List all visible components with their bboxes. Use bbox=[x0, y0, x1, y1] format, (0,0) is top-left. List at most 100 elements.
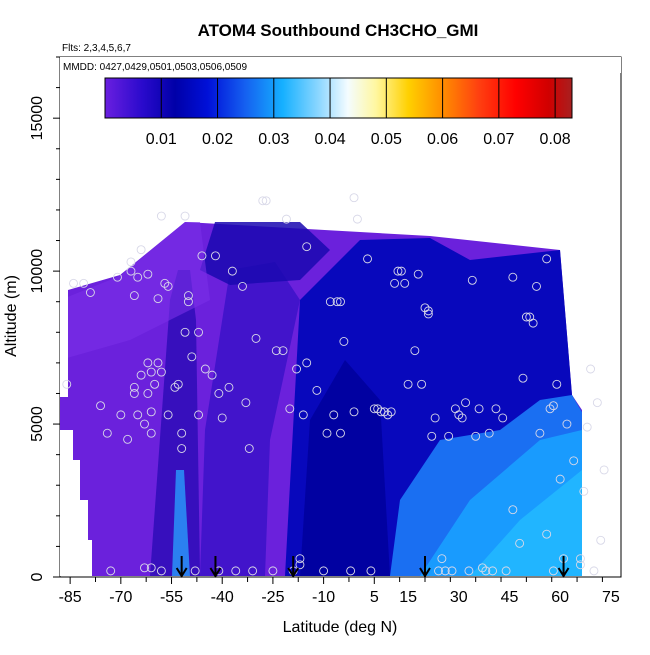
observation-point bbox=[427, 431, 437, 441]
arrow-marker bbox=[175, 556, 188, 578]
observation-point bbox=[508, 272, 518, 282]
observation-point bbox=[146, 428, 156, 438]
observation-point bbox=[542, 529, 552, 539]
observation-point bbox=[575, 554, 585, 564]
observation-point bbox=[339, 337, 349, 346]
observation-point bbox=[194, 327, 204, 337]
observation-point bbox=[129, 382, 139, 392]
chart-title: ATOM4 Southbound CH3CHO_GMI bbox=[198, 21, 479, 40]
observation-point bbox=[268, 566, 278, 576]
observation-point bbox=[521, 312, 531, 322]
x-axis-label: Latitude (deg N) bbox=[283, 619, 398, 636]
observation-point bbox=[150, 379, 160, 389]
observation-point bbox=[325, 297, 335, 307]
observation-point bbox=[437, 554, 447, 564]
observation-point bbox=[163, 281, 173, 291]
observation-point bbox=[390, 278, 400, 288]
x-tick-label: -55 bbox=[160, 589, 183, 606]
observation-point bbox=[379, 407, 389, 417]
x-tick-label: 15 bbox=[399, 589, 417, 606]
observation-point bbox=[227, 266, 237, 276]
colorbar-tick-label: 0.02 bbox=[202, 131, 233, 148]
observation-point bbox=[336, 428, 345, 438]
observation-point bbox=[336, 297, 345, 307]
observation-point bbox=[271, 346, 281, 356]
observation-point bbox=[322, 428, 332, 438]
x-tick-label: 5 bbox=[370, 589, 379, 606]
heat-field bbox=[60, 222, 582, 576]
arrow-marker bbox=[557, 556, 570, 578]
observation-point bbox=[146, 563, 156, 573]
x-tick-label: 75 bbox=[602, 589, 620, 606]
observation-point bbox=[281, 214, 291, 224]
observation-point bbox=[423, 306, 433, 316]
observation-point bbox=[454, 410, 464, 420]
observation-point bbox=[457, 413, 467, 423]
y-tick-label: 0 bbox=[29, 572, 46, 581]
observation-point bbox=[467, 275, 477, 285]
observation-point bbox=[332, 297, 342, 307]
flights-label: Flts: 2,3,4,5,6,7 bbox=[62, 43, 131, 54]
observation-point bbox=[153, 294, 163, 304]
observation-point bbox=[224, 382, 234, 392]
observation-point bbox=[488, 566, 498, 576]
observation-point bbox=[197, 251, 207, 261]
observation-point bbox=[592, 398, 602, 408]
observation-point bbox=[491, 404, 501, 414]
observation-point bbox=[430, 413, 440, 423]
observation-point bbox=[129, 291, 139, 301]
observation-point bbox=[366, 566, 376, 576]
observation-point bbox=[133, 272, 143, 282]
observation-point bbox=[278, 346, 288, 356]
observation-point bbox=[575, 560, 585, 570]
observation-point bbox=[62, 379, 72, 389]
observation-point bbox=[555, 474, 565, 484]
observation-point bbox=[410, 346, 420, 356]
observation-point bbox=[156, 367, 166, 377]
observation-point bbox=[423, 309, 433, 319]
observation-point bbox=[562, 419, 572, 429]
observation-point bbox=[183, 297, 193, 307]
observation-point bbox=[126, 257, 136, 267]
observation-point bbox=[484, 428, 494, 438]
observation-point bbox=[231, 566, 241, 576]
observation-point bbox=[295, 560, 305, 570]
observation-point bbox=[126, 266, 136, 276]
observation-point bbox=[116, 410, 126, 420]
colorbar-tick-label: 0.06 bbox=[427, 131, 458, 148]
observation-point bbox=[461, 398, 470, 408]
colorbar-box bbox=[60, 57, 621, 73]
observation-point bbox=[146, 367, 156, 377]
observation-point bbox=[552, 379, 562, 389]
colorbar-tick-label: 0.07 bbox=[483, 131, 514, 148]
observation-point bbox=[508, 505, 518, 515]
observation-point bbox=[589, 566, 599, 576]
observation-point bbox=[143, 389, 153, 398]
field-upper-dark bbox=[200, 222, 330, 285]
observation-point bbox=[447, 566, 457, 576]
observation-point bbox=[241, 398, 251, 408]
x-axis: -85 -70 -55 -40 -25 -10 5 15 30 45 60 75 bbox=[59, 577, 620, 606]
observation-point bbox=[180, 211, 190, 221]
x-tick-label: 45 bbox=[501, 589, 519, 606]
observation-point bbox=[319, 566, 329, 576]
observation-point bbox=[190, 566, 200, 576]
observation-point bbox=[258, 196, 268, 206]
observation-point bbox=[352, 214, 362, 224]
colorbar-tick-label: 0.08 bbox=[540, 131, 571, 148]
observation-point bbox=[481, 566, 491, 576]
observation-point bbox=[532, 281, 541, 291]
colorbar-tick-label: 0.03 bbox=[258, 131, 289, 148]
arrow-marker bbox=[419, 556, 431, 578]
observation-point bbox=[177, 444, 187, 453]
colorbar bbox=[104, 77, 573, 119]
observation-point bbox=[261, 196, 271, 206]
observation-point bbox=[129, 389, 139, 398]
y-axis: 0 5000 10000 15000 bbox=[29, 56, 60, 581]
observation-point bbox=[79, 278, 89, 288]
field-right-sky bbox=[470, 470, 582, 576]
observation-point bbox=[346, 566, 356, 576]
observation-point bbox=[363, 254, 372, 264]
x-tick-label: -25 bbox=[261, 589, 284, 606]
colorbar-tick-label: 0.01 bbox=[146, 131, 177, 148]
